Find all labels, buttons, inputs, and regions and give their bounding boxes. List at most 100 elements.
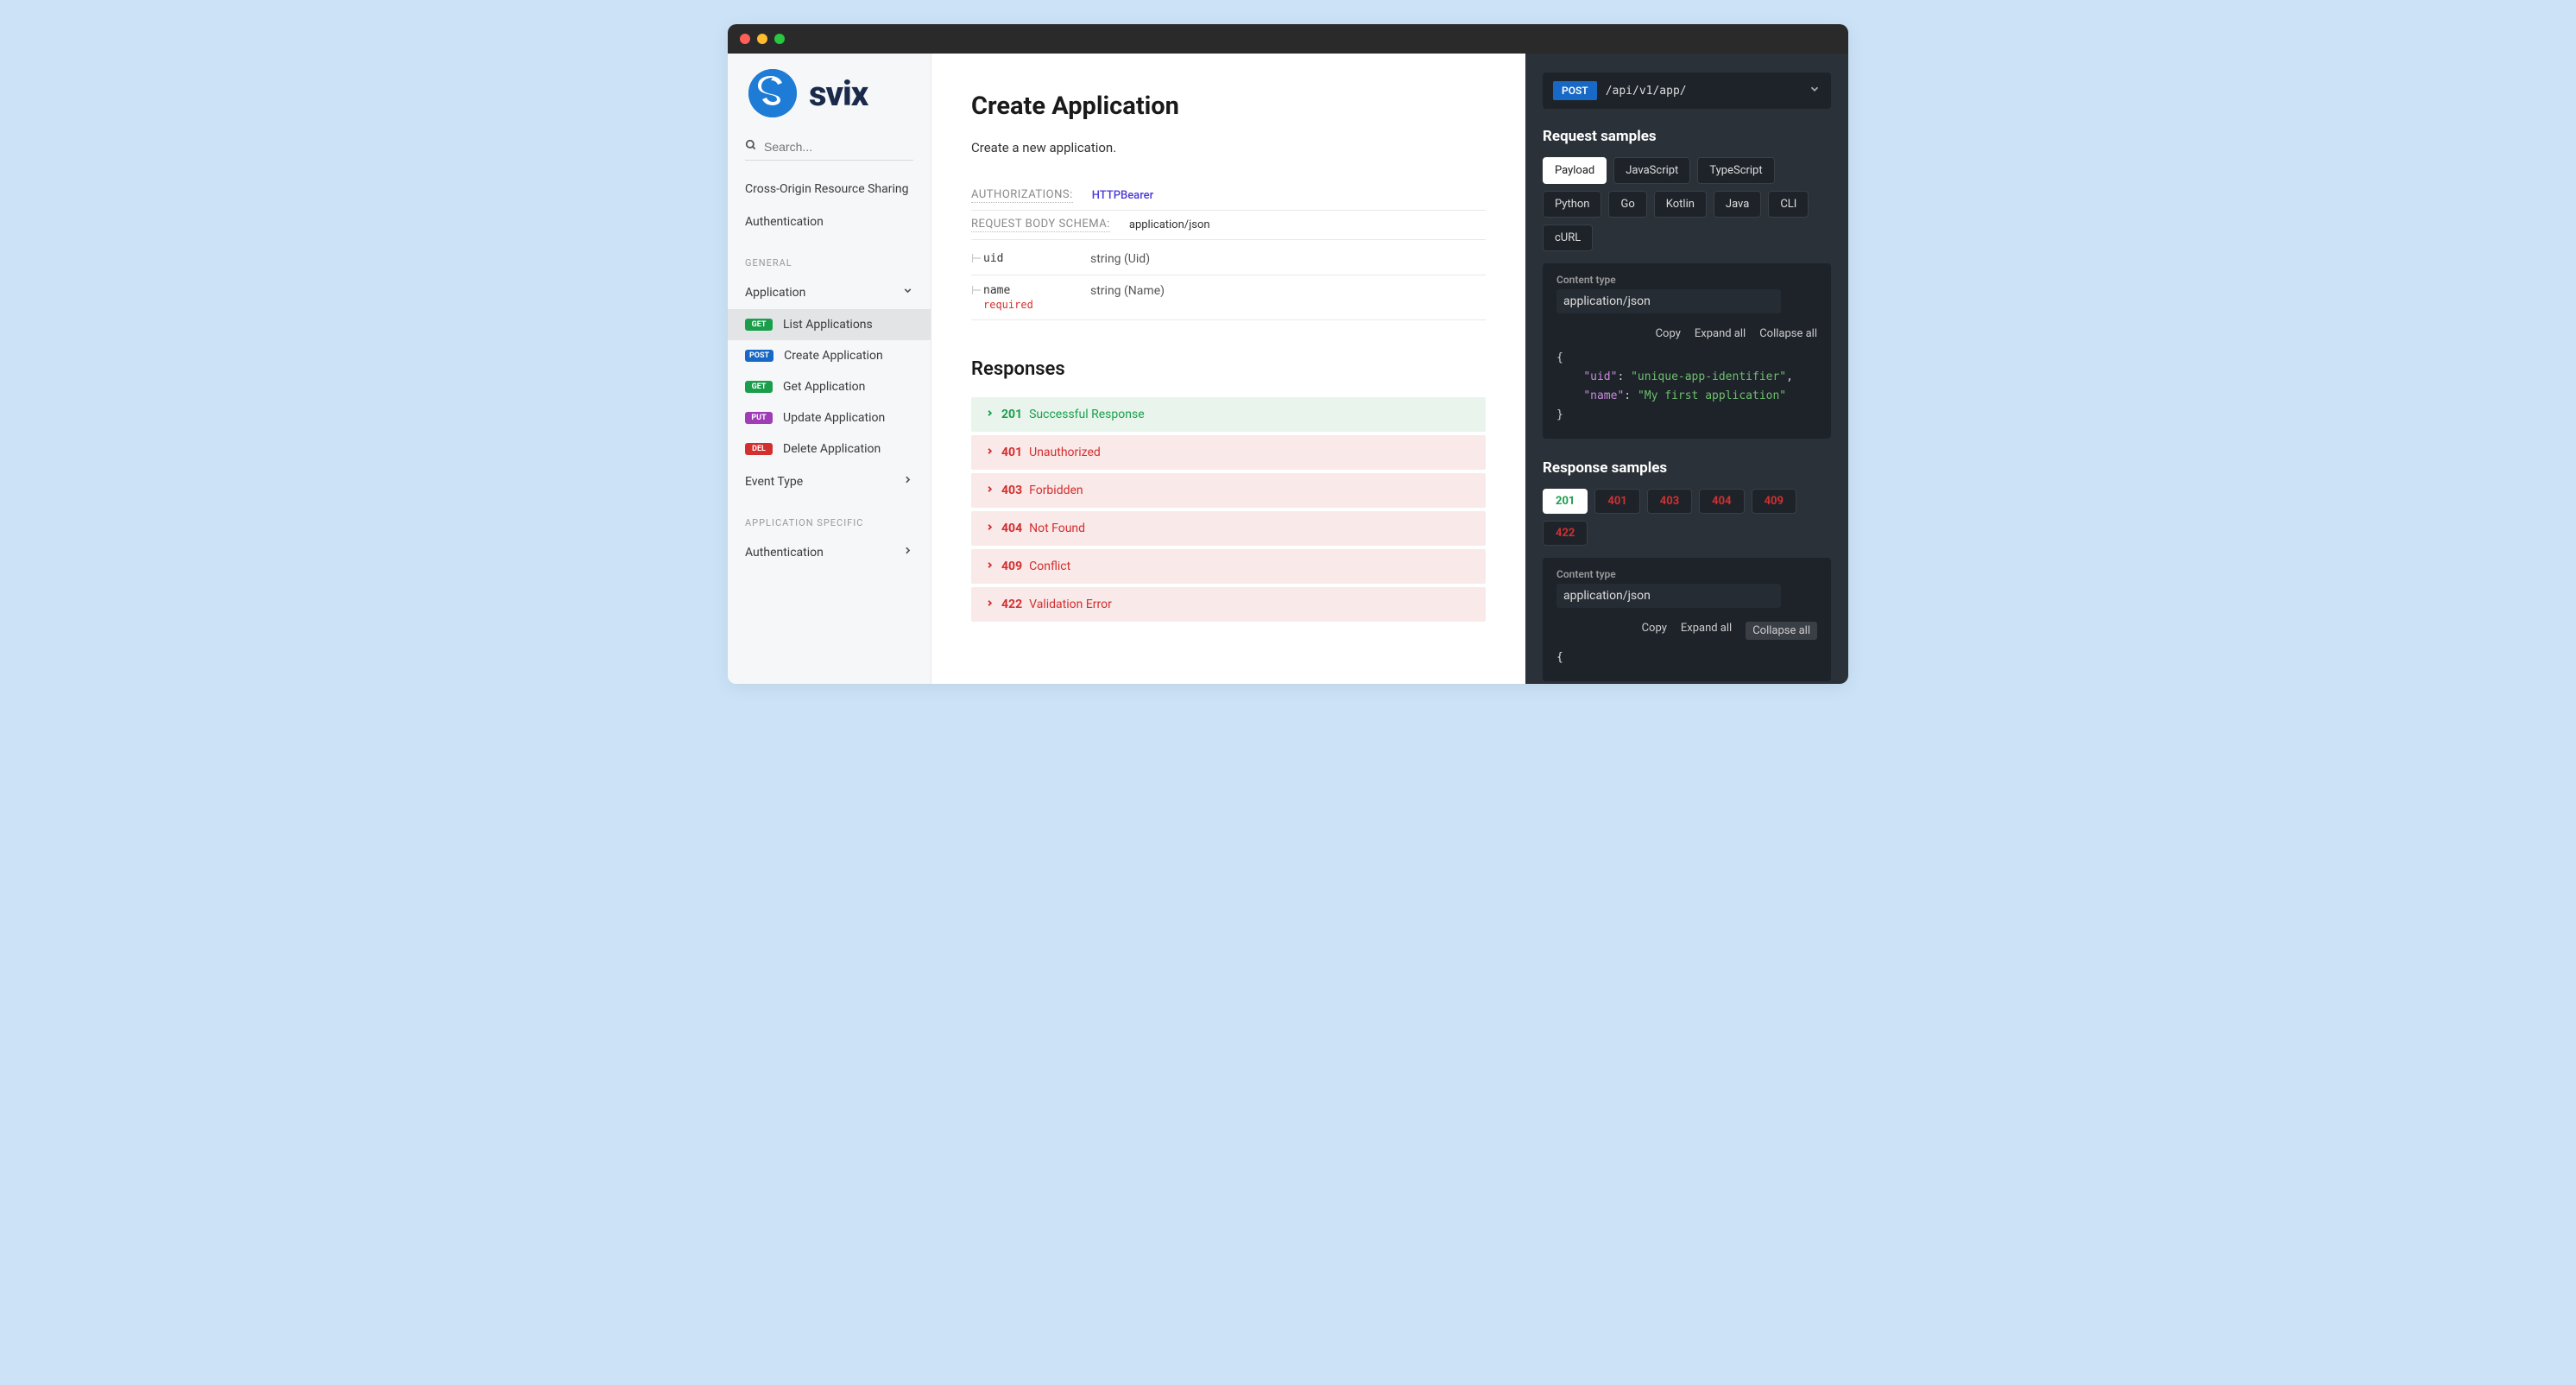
response-collapse-all-button[interactable]: Collapse all xyxy=(1746,622,1817,640)
sidebar-operation[interactable]: DELDelete Application xyxy=(728,433,931,465)
response-code: 403 xyxy=(1001,484,1022,497)
sidebar-operation[interactable]: PUTUpdate Application xyxy=(728,402,931,433)
response-content-type-label: Content type xyxy=(1556,568,1817,580)
response-code: 404 xyxy=(1001,522,1022,535)
response-status-tabs: 201401 403 404 409 422 xyxy=(1543,489,1831,546)
close-window-button[interactable] xyxy=(740,34,750,44)
search-field[interactable] xyxy=(745,133,913,161)
response-expand-all-button[interactable]: Expand all xyxy=(1681,622,1732,640)
authorizations-label: AUTHORIZATIONS: xyxy=(971,188,1073,203)
param-name: name xyxy=(983,284,1090,297)
chevron-down-icon xyxy=(902,285,913,300)
sidebar-group[interactable]: Application xyxy=(728,275,931,309)
chevron-right-icon xyxy=(985,522,994,535)
param-type: string (Uid) xyxy=(1090,252,1150,266)
response-row[interactable]: 401 Unauthorized xyxy=(971,435,1486,470)
maximize-window-button[interactable] xyxy=(774,34,785,44)
authorizations-value[interactable]: HTTPBearer xyxy=(1092,189,1154,202)
param-row[interactable]: ⊢namerequiredstring (Name) xyxy=(971,275,1486,320)
response-status-tab[interactable]: 401 xyxy=(1594,489,1639,514)
response-code: 401 xyxy=(1001,446,1022,459)
sidebar-operation[interactable]: GETGet Application xyxy=(728,371,931,402)
responses-heading: Responses xyxy=(971,358,1486,380)
minimize-window-button[interactable] xyxy=(757,34,767,44)
chevron-right-icon xyxy=(985,484,994,497)
request-sample-tab[interactable]: Kotlin xyxy=(1654,191,1707,218)
content-column: Create Application Create a new applicat… xyxy=(931,54,1525,684)
response-status-tab[interactable]: 409 xyxy=(1752,489,1796,514)
samples-panel: POST /api/v1/app/ Request samples Payloa… xyxy=(1525,54,1848,684)
request-sample-tab[interactable]: Java xyxy=(1714,191,1761,218)
sidebar-operation-label: Create Application xyxy=(784,349,883,363)
request-samples-heading: Request samples xyxy=(1543,128,1831,145)
param-name: uid xyxy=(983,252,1090,265)
authorizations-row: AUTHORIZATIONS: HTTPBearer xyxy=(971,181,1486,211)
sidebar-operation[interactable]: GET List Applications xyxy=(728,309,931,340)
response-content-type-value: application/json xyxy=(1556,584,1781,608)
tree-connector-icon: ⊢ xyxy=(971,284,982,298)
collapse-all-button[interactable]: Collapse all xyxy=(1759,327,1817,340)
request-sample-tab[interactable]: cURL xyxy=(1543,225,1593,251)
response-row[interactable]: 404Not Found xyxy=(971,511,1486,546)
request-sample-tab[interactable]: CLI xyxy=(1768,191,1809,218)
response-code: 422 xyxy=(1001,598,1022,611)
sidebar-group[interactable]: Authentication xyxy=(728,535,931,569)
sidebar-operation[interactable]: POST Create Application xyxy=(728,340,931,371)
sidebar-operation-label: Delete Application xyxy=(783,442,881,456)
response-text: Unauthorized xyxy=(1029,446,1101,459)
response-content-type-header: Content type application/json xyxy=(1543,558,1831,611)
response-row[interactable]: 422Validation Error xyxy=(971,587,1486,622)
request-sample-tab[interactable]: Python xyxy=(1543,191,1601,218)
response-row[interactable]: 201Successful Response xyxy=(971,397,1486,432)
response-status-tab[interactable]: 403 xyxy=(1647,489,1692,514)
request-sample-tab[interactable]: JavaScript xyxy=(1613,157,1690,184)
sidebar-link[interactable]: Authentication xyxy=(728,206,931,238)
response-row[interactable]: 409Conflict xyxy=(971,549,1486,584)
copy-button[interactable]: Copy xyxy=(1656,327,1681,340)
sidebar-section-heading: APPLICATION SPECIFIC xyxy=(728,498,931,535)
expand-all-button[interactable]: Expand all xyxy=(1695,327,1746,340)
sidebar-operation-label: Update Application xyxy=(783,411,885,425)
sidebar-group-label: Application xyxy=(745,286,805,300)
endpoint-path: /api/v1/app/ xyxy=(1606,85,1800,98)
sidebar-group[interactable]: Event Type xyxy=(728,465,931,498)
response-status-tab[interactable]: 422 xyxy=(1543,521,1588,546)
payload-code: { "uid": "unique-app-identifier", "name"… xyxy=(1543,345,1831,439)
response-text: Successful Response xyxy=(1029,408,1145,421)
chevron-down-icon xyxy=(1809,83,1821,98)
main-area: Create Application Create a new applicat… xyxy=(931,54,1848,684)
request-body-schema-label: REQUEST BODY SCHEMA: xyxy=(971,218,1110,232)
chevron-right-icon xyxy=(985,560,994,573)
content-type-label: Content type xyxy=(1556,274,1817,286)
brand-mark-icon xyxy=(748,69,797,117)
search-input[interactable] xyxy=(764,140,913,154)
method-badge: POST xyxy=(745,350,773,362)
responses-list: 201Successful Response 401 Unauthorized 403… xyxy=(971,397,1486,622)
response-status-tab[interactable]: 404 xyxy=(1699,489,1744,514)
app-body: svix Cross-Origin Resource SharingAuthen… xyxy=(728,54,1848,684)
content-type-value: application/json xyxy=(1556,289,1781,313)
method-badge: GET xyxy=(745,319,773,331)
param-row[interactable]: ⊢uidstring (Uid) xyxy=(971,243,1486,275)
request-sample-tab[interactable]: TypeScript xyxy=(1697,157,1774,184)
response-row[interactable]: 403 Forbidden xyxy=(971,473,1486,508)
search-icon xyxy=(745,138,757,155)
sidebar-link[interactable]: Cross-Origin Resource Sharing xyxy=(728,173,931,206)
response-text: Forbidden xyxy=(1029,484,1083,497)
app-window: svix Cross-Origin Resource SharingAuthen… xyxy=(728,24,1848,684)
request-sample-tab[interactable]: Go xyxy=(1608,191,1646,218)
brand-name: svix xyxy=(809,73,868,114)
method-badge: GET xyxy=(745,381,773,393)
response-status-tab[interactable]: 201 xyxy=(1543,489,1588,514)
response-code: 409 xyxy=(1001,560,1022,573)
param-required-label: required xyxy=(983,299,1090,311)
sidebar-operation-label: List Applications xyxy=(783,318,873,332)
response-code-tools: Copy Expand all Collapse all xyxy=(1543,611,1831,645)
chevron-right-icon xyxy=(985,446,994,459)
page-description: Create a new application. xyxy=(971,140,1486,155)
response-copy-button[interactable]: Copy xyxy=(1642,622,1667,640)
chevron-right-icon xyxy=(985,408,994,421)
request-body-schema-value: application/json xyxy=(1129,218,1210,231)
endpoint-selector[interactable]: POST /api/v1/app/ xyxy=(1543,73,1831,109)
request-sample-tab[interactable]: Payload xyxy=(1543,157,1607,184)
